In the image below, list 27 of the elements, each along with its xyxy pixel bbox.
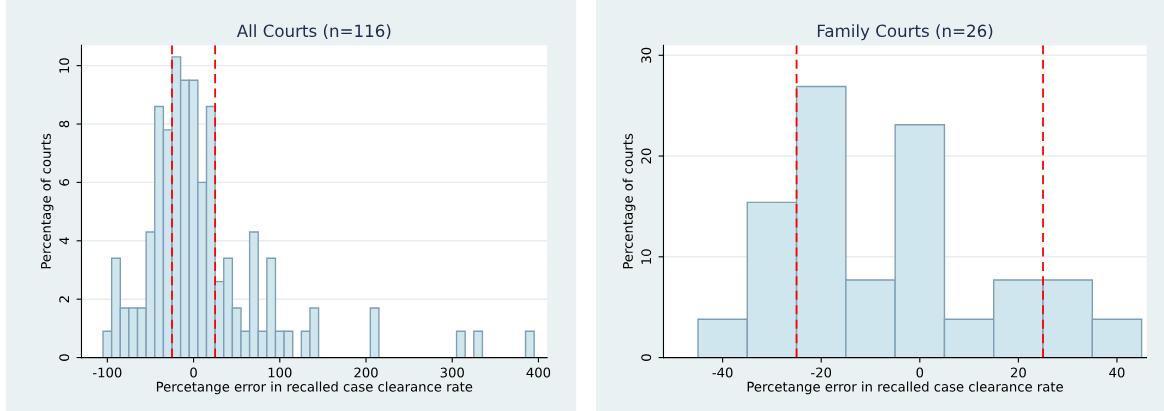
y-tick-label: 4 <box>59 237 70 245</box>
chart-title: All Courts (n=116) <box>236 24 391 40</box>
x-tick-label: 0 <box>190 367 197 378</box>
x-tick-label: 100 <box>268 367 292 378</box>
x-tick-label: 0 <box>916 367 924 378</box>
x-tick-label: 300 <box>440 367 464 378</box>
x-axis-title: Percetange error in recalled case clearance rate <box>156 381 473 395</box>
y-axis-title: Percentage of courts <box>622 133 636 269</box>
x-tick-label: 200 <box>354 367 378 378</box>
x-tick-label: 400 <box>526 367 551 378</box>
chart-title: Family Courts (n=26) <box>817 24 993 41</box>
y-tick-label: 6 <box>59 179 70 186</box>
x-axis-title: Percetange error in recalled case clearance rate <box>747 381 1063 395</box>
y-tick-label: 0 <box>59 354 70 361</box>
x-tick-label: -20 <box>811 367 832 378</box>
y-tick-label: 8 <box>59 120 70 128</box>
y-axis-title: Percentage of courts <box>40 133 54 269</box>
y-tick-label: 0 <box>641 354 652 361</box>
x-tick-label: -40 <box>712 367 733 378</box>
y-tick-label: 2 <box>59 296 70 303</box>
y-tick-label: 30 <box>641 47 652 63</box>
y-tick-label: 10 <box>59 58 70 73</box>
y-tick-label: 10 <box>641 249 652 264</box>
x-tick-label: 40 <box>1109 367 1125 378</box>
y-tick-label: 20 <box>641 148 652 164</box>
x-tick-label: -100 <box>93 367 122 378</box>
x-tick-label: 20 <box>1010 367 1026 378</box>
